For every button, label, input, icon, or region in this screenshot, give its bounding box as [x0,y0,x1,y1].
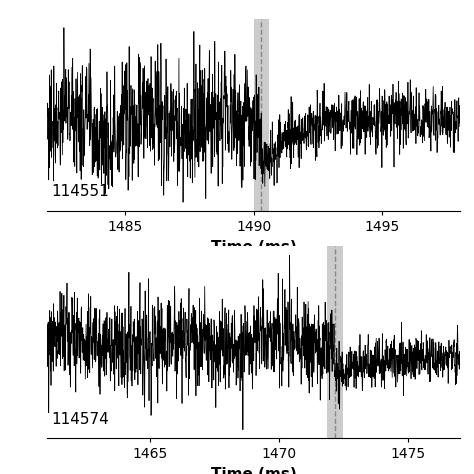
Text: 114574: 114574 [52,412,109,427]
Bar [327,246,343,438]
Text: 114551: 114551 [52,184,109,200]
X-axis label: Time (ms): Time (ms) [211,467,296,474]
X-axis label: Time (ms): Time (ms) [211,239,296,255]
Bar [254,19,269,211]
